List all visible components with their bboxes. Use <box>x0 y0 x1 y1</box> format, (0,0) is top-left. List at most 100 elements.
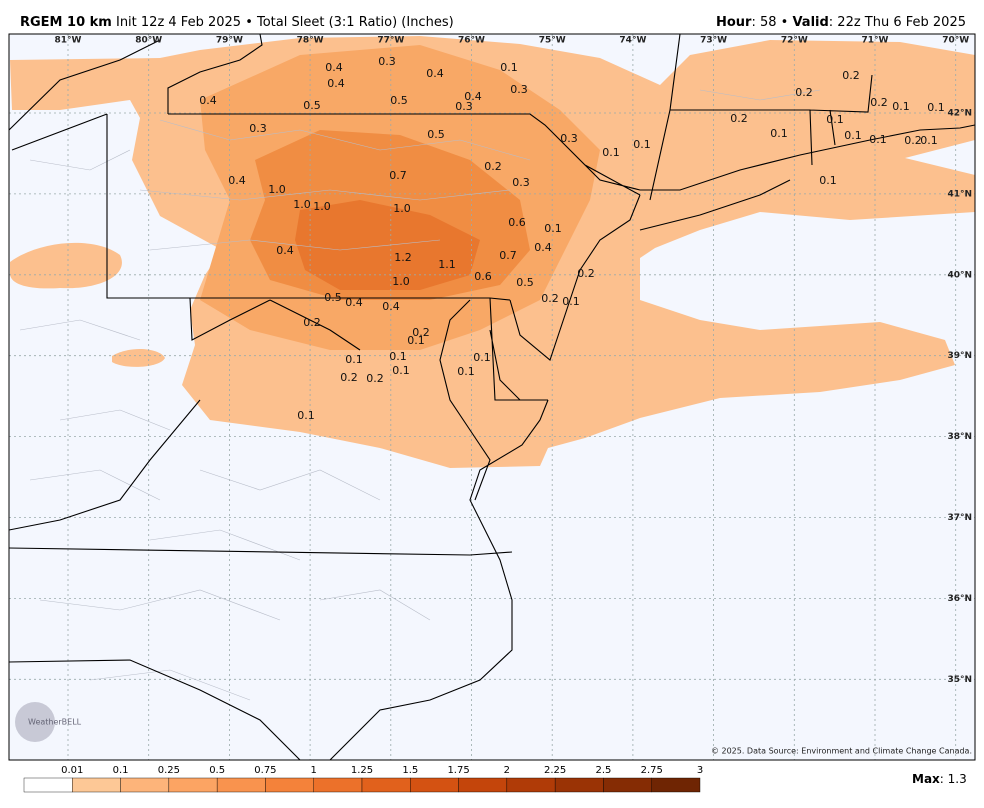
lat-label: 39°N <box>947 351 972 361</box>
lon-label: 75°W <box>539 36 566 46</box>
value-label: 1.0 <box>268 183 286 196</box>
value-label: 0.2 <box>870 96 888 109</box>
value-label: 0.6 <box>474 270 492 283</box>
lat-label: 41°N <box>947 189 972 199</box>
lon-label: 76°W <box>458 36 485 46</box>
colorbar-label: 0.5 <box>209 765 225 776</box>
value-label: 0.2 <box>412 326 430 339</box>
lon-label: 73°W <box>700 36 727 46</box>
value-label: 1.0 <box>393 202 411 215</box>
max-value: : 1.3 <box>940 772 967 786</box>
value-label: 0.2 <box>541 292 559 305</box>
lat-label: 37°N <box>947 513 972 523</box>
value-label: 0.1 <box>457 365 475 378</box>
colorbar-label: 1.75 <box>447 765 469 776</box>
value-label: 0.4 <box>228 174 246 187</box>
value-label: 0.6 <box>508 216 526 229</box>
lon-label: 71°W <box>862 36 889 46</box>
value-label: 0.1 <box>819 174 837 187</box>
colorbar-label: 1 <box>311 765 317 776</box>
value-label: 0.2 <box>904 134 922 147</box>
value-label: 0.1 <box>602 146 620 159</box>
value-label: 0.4 <box>345 296 363 309</box>
value-label: 0.4 <box>464 90 482 103</box>
colorbar-swatch <box>651 777 701 793</box>
value-label: 0.4 <box>382 300 400 313</box>
value-label: 1.0 <box>392 275 410 288</box>
lat-label: 38°N <box>947 432 972 442</box>
colorbar-swatch <box>313 777 363 793</box>
value-label: 0.1 <box>633 138 651 151</box>
colorbar-label: 2 <box>504 765 510 776</box>
county-lines <box>19 89 821 701</box>
lon-label: 72°W <box>781 36 808 46</box>
colorbar-label: 0.25 <box>158 765 180 776</box>
map-layer <box>9 34 975 760</box>
value-label: 0.1 <box>392 364 410 377</box>
colorbar-label: 0.75 <box>254 765 276 776</box>
colorbar-label: 2.75 <box>641 765 663 776</box>
value-label: 0.5 <box>427 128 445 141</box>
colorbar-swatch <box>72 777 121 793</box>
hour: : 58 <box>751 15 776 30</box>
lon-label: 78°W <box>297 36 324 46</box>
value-label: 0.1 <box>500 61 518 74</box>
lat-label: 40°N <box>947 270 972 280</box>
sleet-area-light <box>10 242 122 289</box>
colorbar-label: 2.5 <box>595 765 611 776</box>
value-label: 1.1 <box>438 258 456 271</box>
colorbar-swatch <box>265 777 314 793</box>
lat-label: 36°N <box>947 594 972 604</box>
model: RGEM 10 km <box>20 15 112 30</box>
max: Max: 1.3 <box>912 772 967 786</box>
value-label: 0.4 <box>426 67 444 80</box>
colorbar-swatch <box>216 777 266 793</box>
value-label: 0.1 <box>544 222 562 235</box>
value-label: 0.4 <box>325 61 343 74</box>
colorbar-swatch <box>554 777 604 793</box>
colorbar-swatch <box>120 777 170 793</box>
value-label: 0.5 <box>390 94 408 107</box>
separator: • <box>245 15 253 30</box>
colorbar-swatch <box>458 777 508 793</box>
value-label: 0.1 <box>927 101 945 114</box>
header-right: Hour: 58 • Valid: 22z Thu 6 Feb 2025 <box>716 15 966 30</box>
value-label: 0.7 <box>499 249 517 262</box>
value-label: 0.5 <box>324 291 342 304</box>
value-label: 0.2 <box>577 267 595 280</box>
value-label: 0.4 <box>199 94 217 107</box>
lon-label: 70°W <box>942 36 969 46</box>
colorbar-label: 0.01 <box>61 765 83 776</box>
value-label: 1.0 <box>313 200 331 213</box>
value-label: 0.3 <box>512 176 530 189</box>
separator: • <box>781 15 789 30</box>
colorbar-swatch <box>23 777 73 793</box>
value-label: 1.0 <box>293 198 311 211</box>
colorbar-label: 1.25 <box>351 765 373 776</box>
value-label: 0.1 <box>345 353 363 366</box>
colorbar-swatch <box>603 777 652 793</box>
value-label: 0.1 <box>389 350 407 363</box>
value-label: 0.5 <box>303 99 321 112</box>
value-label: 0.4 <box>276 244 294 257</box>
value-label: 0.3 <box>455 100 473 113</box>
init: Init 12z 4 Feb 2025 <box>116 15 241 30</box>
value-label: 0.4 <box>327 77 345 90</box>
lon-label: 80°W <box>135 36 162 46</box>
valid: : 22z Thu 6 Feb 2025 <box>829 15 966 30</box>
value-label: 0.1 <box>297 409 315 422</box>
value-label: 0.2 <box>484 160 502 173</box>
colorbar-swatch <box>410 777 459 793</box>
colorbar-swatch <box>361 777 411 793</box>
colorbar-swatch <box>168 777 218 793</box>
map-frame <box>8 33 976 761</box>
colorbar-swatch <box>506 777 556 793</box>
value-label: 0.2 <box>366 372 384 385</box>
logo-text: WeatherBELL <box>28 718 82 727</box>
logo: WeatherBELL <box>15 702 82 742</box>
value-label: 0.3 <box>378 55 396 68</box>
map-labels: 81°W 80°W 79°W 78°W 77°W 76°W 75°W 74°W 73°W 72°W… <box>55 36 972 685</box>
value-label: 0.1 <box>826 113 844 126</box>
value-label: 0.1 <box>844 129 862 142</box>
